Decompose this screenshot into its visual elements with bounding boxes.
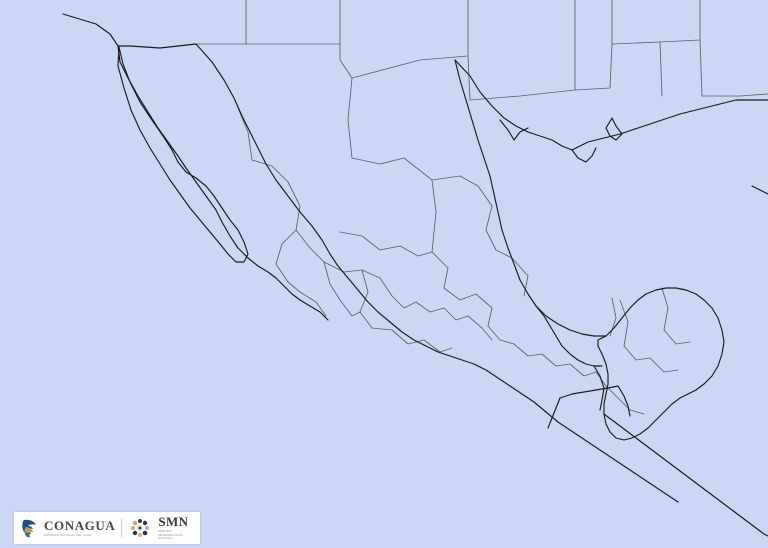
conagua-name: CONAGUA	[44, 517, 116, 533]
smn-wordmark: SMN SERVICIO METEOROLÓGICO NACIONAL	[158, 515, 188, 541]
texas-bay	[499, 119, 529, 141]
louisiana-coast-detail	[571, 147, 597, 163]
agency-logo-bar: CONAGUA COMISIÓN NACIONAL DEL AGUA SMN S…	[14, 512, 200, 544]
state-boundaries	[194, 0, 768, 415]
belize-guatemala-border	[617, 385, 631, 417]
mexico-pacific-coast	[195, 43, 475, 365]
mexico-gulf-coast	[454, 59, 607, 337]
honduras-nicaragua-caribbean-coast	[603, 413, 768, 537]
island-fragment	[751, 185, 768, 195]
yucatan-peninsula	[597, 287, 725, 441]
mexico-guatemala-border	[559, 385, 619, 399]
smn-subtitle: SERVICIO METEOROLÓGICO NACIONAL	[158, 530, 184, 541]
baja-california-peninsula	[117, 46, 249, 263]
isthmus-tehuantepec	[535, 305, 603, 367]
mississippi-delta	[605, 117, 623, 141]
baja-east-coast	[117, 45, 329, 321]
guatemala-border-south	[547, 397, 561, 429]
belize-coast	[593, 365, 605, 411]
conagua-subtitle: COMISIÓN NACIONAL DEL AGUA	[44, 533, 92, 537]
smn-logo: SMN SERVICIO METEOROLÓGICO NACIONAL	[122, 515, 194, 541]
country-and-coastlines	[62, 13, 768, 537]
logo-separator	[121, 518, 123, 538]
baja-peninsula-shape	[118, 46, 286, 294]
central-america-pacific-coast	[473, 363, 679, 503]
us-mexico-border-west	[62, 13, 197, 49]
gulf-coast-eastward	[619, 99, 768, 135]
smn-name: SMN	[158, 514, 189, 530]
texas-gulf-coast	[454, 59, 621, 151]
smn-circular-emblem-icon	[131, 518, 150, 537]
conagua-eagle-water-icon	[22, 519, 36, 538]
conagua-logo: CONAGUA COMISIÓN NACIONAL DEL AGUA	[14, 517, 121, 539]
conagua-wordmark: CONAGUA COMISIÓN NACIONAL DEL AGUA	[44, 519, 115, 538]
